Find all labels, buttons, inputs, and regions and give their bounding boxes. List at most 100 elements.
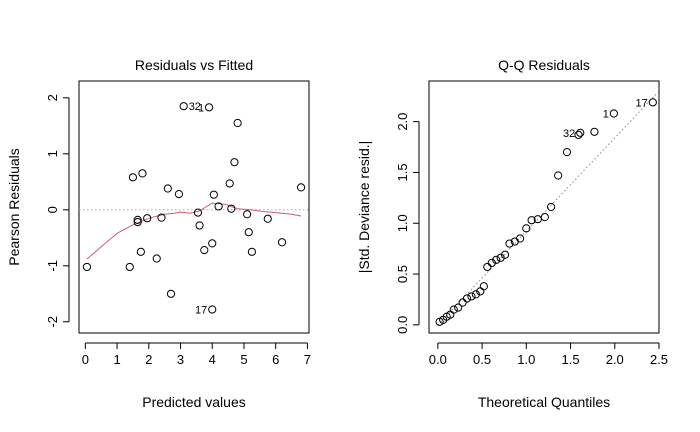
residuals-vs-fitted-smooth-layer [86, 202, 302, 260]
qq-residuals-reference-line [437, 90, 660, 326]
residuals-vs-fitted-x-axis-label: Predicted values [142, 394, 246, 410]
qq-residuals-data-point [522, 224, 531, 233]
residuals-vs-fitted-data-point [193, 208, 203, 217]
residuals-vs-fitted-data-point [133, 218, 142, 227]
residuals-vs-fitted-x-tick-label: 1 [113, 352, 120, 367]
residuals-vs-fitted-point-label: 17 [195, 304, 207, 316]
qq-residuals-data-point [458, 298, 467, 307]
residuals-vs-fitted-points [82, 102, 306, 314]
qq-residuals-y-axis-label: |Std. Deviance resid.| [356, 141, 372, 274]
qq-residuals-x-tick-label: 0.5 [473, 352, 491, 367]
residuals-vs-fitted-data-point [143, 214, 152, 223]
residuals-vs-fitted-point-labels: 321 17 [189, 101, 208, 316]
residuals-vs-fitted-x-tick-label: 2 [145, 352, 152, 367]
residuals-vs-fitted-data-point [179, 102, 188, 111]
residuals-vs-fitted-y-axis-label: Pearson Residuals [6, 148, 22, 266]
qq-residuals-data-point [540, 213, 549, 222]
residuals-vs-fitted-data-point [296, 183, 306, 192]
residuals-vs-fitted-data-point [209, 190, 218, 199]
residuals-vs-fitted-title: Residuals vs Fitted [135, 57, 253, 73]
residuals-vs-fitted-data-point [204, 103, 214, 112]
residuals-vs-fitted-data-point [157, 213, 166, 222]
qq-residuals-data-point [546, 202, 556, 212]
qq-residuals-data-point [609, 109, 618, 118]
qq-residuals-title: Q-Q Residuals [498, 57, 590, 73]
residuals-vs-fitted-data-point [163, 184, 172, 193]
residuals-vs-fitted-data-point [208, 239, 217, 248]
residuals-vs-fitted-data-point [200, 246, 209, 255]
qq-residuals-x-tick-label: 2.5 [650, 352, 668, 367]
residuals-vs-fitted-data-point [233, 118, 242, 128]
residuals-vs-fitted-plot-frame [78, 80, 310, 334]
residuals-vs-fitted-data-point [133, 215, 142, 224]
residuals-vs-fitted-data-point [247, 247, 256, 256]
qq-residuals-data-point [467, 292, 476, 301]
qq-residuals-data-point [462, 294, 472, 303]
qq-residuals-point-label: 32 [563, 128, 575, 140]
qq-residuals-y-tick-label: 2.0 [395, 113, 410, 131]
residuals-vs-fitted-data-point [128, 173, 138, 182]
residuals-vs-fitted-smooth-line [86, 202, 302, 260]
qq-residuals-x-tick-label: 2.0 [606, 352, 624, 367]
qq-residuals-data-point [516, 234, 525, 243]
qq-residuals-data-point [562, 148, 572, 157]
residuals-vs-fitted-data-point [230, 158, 239, 167]
qq-residuals-x-ticks: 0.0 0.5 1.0 1.5 2.0 2.5 [429, 342, 668, 367]
qq-residuals-point-label: 1 [603, 109, 609, 121]
qq-residuals-x-tick-label: 1.0 [517, 352, 535, 367]
residuals-vs-fitted-x-tick-label: 6 [272, 352, 279, 367]
qq-residuals-data-point [449, 305, 458, 314]
residuals-vs-fitted-data-point [227, 204, 236, 213]
qq-residuals-data-point [574, 130, 583, 139]
qq-residuals-data-point [479, 282, 488, 291]
qq-residuals-point-labels: 17 1 32 [563, 97, 648, 139]
residuals-vs-fitted-point-label: 1 [198, 102, 204, 114]
residuals-vs-fitted-data-point [225, 179, 234, 188]
residuals-vs-fitted-data-point [82, 262, 92, 272]
residuals-vs-fitted-y-tick-label: -1 [45, 260, 60, 272]
residuals-vs-fitted-x-ticks: 0 1 2 3 4 5 6 7 [82, 342, 311, 367]
qq-residuals-y-tick-label: 0.5 [395, 265, 410, 283]
residuals-vs-fitted-y-tick-label: 1 [45, 150, 60, 157]
residuals-vs-fitted-y-tick-label: 2 [45, 94, 60, 101]
qq-residuals-data-point [648, 98, 657, 107]
qq-residuals-point-label: 17 [636, 97, 648, 109]
qq-residuals-data-point [576, 128, 585, 137]
qq-residuals-data-point [483, 262, 492, 272]
residuals-vs-fitted-data-point [166, 289, 176, 298]
residuals-vs-fitted-data-point [214, 202, 223, 211]
residuals-vs-fitted-y-tick-label: 0 [45, 206, 60, 213]
residuals-vs-fitted-data-point [125, 262, 134, 272]
qq-residuals-data-point [505, 239, 514, 248]
qq-residuals-data-point [454, 303, 463, 312]
residuals-vs-fitted-data-point [174, 190, 184, 199]
qq-residuals-points [435, 98, 657, 326]
residuals-vs-fitted-y-ticks: -2 -1 0 1 2 [45, 94, 70, 328]
residuals-vs-fitted-x-tick-label: 3 [177, 352, 184, 367]
residuals-vs-fitted-data-point [208, 305, 217, 314]
residuals-vs-fitted-data-point [138, 169, 147, 178]
residuals-vs-fitted-x-tick-label: 7 [304, 352, 311, 367]
qq-residuals-data-point [492, 255, 501, 264]
residuals-vs-fitted-data-point [277, 238, 287, 247]
residuals-vs-fitted-y-tick-label: -2 [45, 316, 60, 328]
residuals-vs-fitted-x-tick-label: 5 [240, 352, 247, 367]
qq-residuals-x-axis-label: Theoretical Quantiles [478, 394, 610, 410]
qq-residuals-data-point [500, 250, 510, 259]
residuals-vs-fitted-data-point [136, 247, 145, 256]
residuals-vs-fitted-point-label: 32 [189, 101, 201, 113]
qq-residuals-y-tick-label: 1.0 [395, 214, 410, 232]
qq-residuals-x-tick-label: 1.5 [561, 352, 579, 367]
qq-residuals-data-point [554, 171, 563, 180]
residuals-vs-fitted-x-tick-label: 4 [209, 352, 216, 367]
residuals-vs-fitted-data-point [263, 214, 272, 223]
qq-residuals-y-ticks: 0.0 0.5 1.0 1.5 2.0 [395, 113, 420, 334]
residuals-vs-fitted-data-point [244, 228, 253, 237]
qq-residuals-x-tick-label: 0.0 [429, 352, 447, 367]
residuals-vs-fitted-data-point [243, 210, 252, 219]
qq-residuals-y-tick-label: 0.0 [395, 316, 410, 334]
residuals-vs-fitted-x-tick-label: 0 [82, 352, 89, 367]
residuals-vs-fitted-data-point [195, 221, 204, 230]
residuals-vs-fitted-data-point [152, 254, 161, 263]
